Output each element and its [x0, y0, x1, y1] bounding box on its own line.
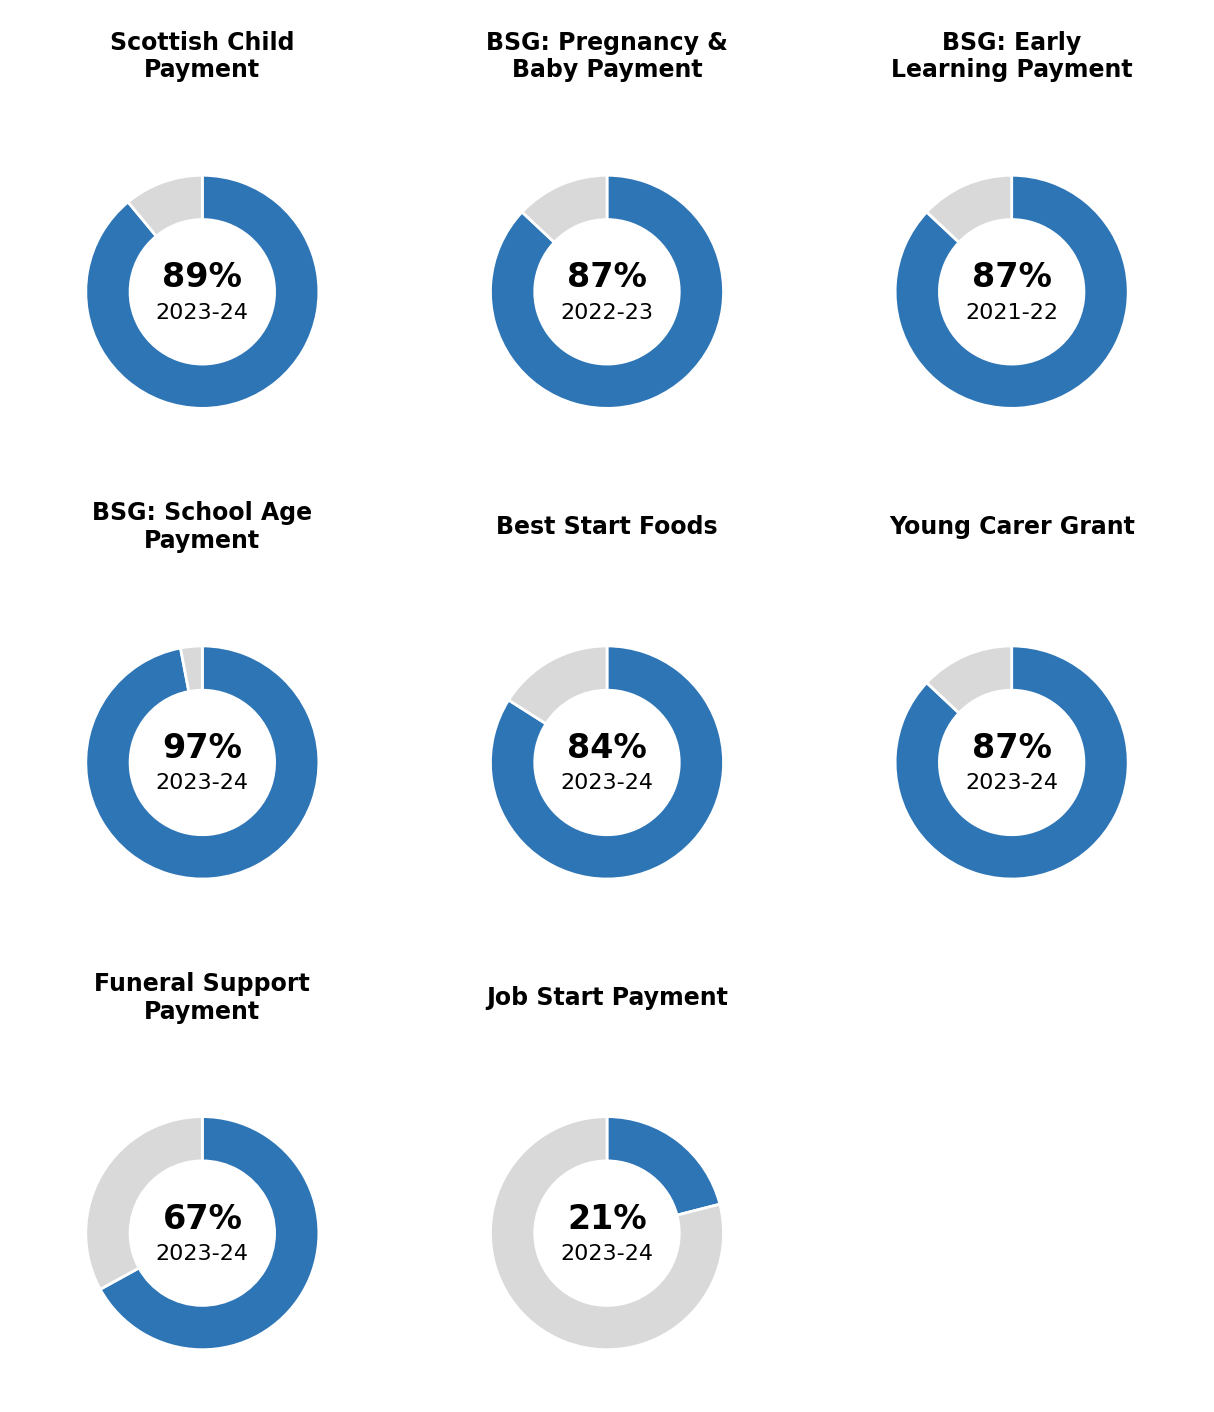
Text: Funeral Support
Payment: Funeral Support Payment [95, 971, 311, 1024]
Text: 87%: 87% [971, 261, 1051, 294]
Wedge shape [926, 175, 1011, 243]
Wedge shape [509, 645, 607, 724]
Text: 2023-24: 2023-24 [561, 774, 653, 794]
Text: 87%: 87% [971, 731, 1051, 765]
Wedge shape [522, 175, 607, 243]
Text: Job Start Payment: Job Start Payment [486, 986, 728, 1010]
Text: Young Carer Grant: Young Carer Grant [889, 515, 1135, 539]
Wedge shape [86, 175, 319, 408]
Text: 2023-24: 2023-24 [965, 774, 1059, 794]
Wedge shape [127, 175, 203, 236]
Text: 2023-24: 2023-24 [561, 1244, 653, 1264]
Text: 89%: 89% [163, 261, 243, 294]
Text: BSG: Early
Learning Payment: BSG: Early Learning Payment [891, 31, 1133, 82]
Text: Scottish Child
Payment: Scottish Child Payment [110, 31, 295, 82]
Text: 2023-24: 2023-24 [155, 774, 249, 794]
Text: 2023-24: 2023-24 [155, 302, 249, 323]
Wedge shape [895, 175, 1128, 408]
Text: 21%: 21% [567, 1203, 647, 1236]
Text: 67%: 67% [163, 1203, 243, 1236]
Text: BSG: Pregnancy &
Baby Payment: BSG: Pregnancy & Baby Payment [486, 31, 728, 82]
Wedge shape [490, 645, 724, 880]
Wedge shape [926, 645, 1011, 713]
Wedge shape [86, 1117, 203, 1289]
Text: BSG: School Age
Payment: BSG: School Age Payment [92, 501, 312, 554]
Wedge shape [86, 645, 319, 880]
Wedge shape [490, 1117, 724, 1350]
Text: 97%: 97% [163, 731, 243, 765]
Wedge shape [101, 1117, 319, 1350]
Text: 2021-22: 2021-22 [965, 302, 1059, 323]
Text: Best Start Foods: Best Start Foods [497, 515, 717, 539]
Wedge shape [607, 1117, 720, 1216]
Wedge shape [895, 645, 1128, 880]
Text: 84%: 84% [567, 731, 647, 765]
Wedge shape [181, 645, 203, 692]
Text: 87%: 87% [567, 261, 647, 294]
Text: 2022-23: 2022-23 [561, 302, 653, 323]
Wedge shape [490, 175, 724, 408]
Text: 2023-24: 2023-24 [155, 1244, 249, 1264]
